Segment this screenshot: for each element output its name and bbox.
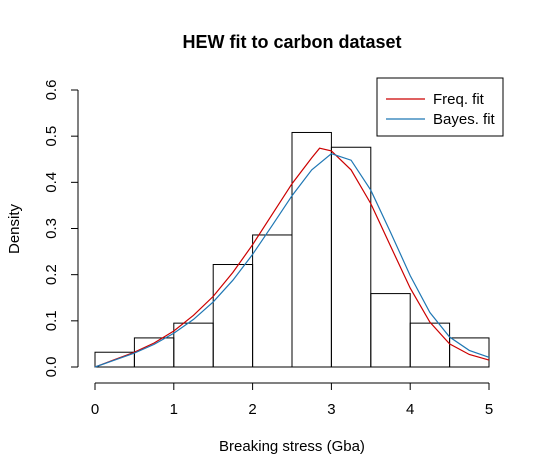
x-tick-label: 3	[327, 401, 335, 418]
y-axis-label: Density	[6, 203, 23, 254]
legend: Freq. fit Bayes. fit	[376, 77, 504, 137]
y-tick-label: 0.5	[43, 126, 60, 147]
y-tick-label: 0.1	[43, 310, 60, 331]
histogram-bar	[291, 131, 332, 368]
x-tick-label: 0	[91, 401, 99, 418]
fit-curve-line	[94, 153, 490, 368]
histogram-bar	[449, 337, 490, 368]
y-tick-label: 0.2	[43, 264, 60, 285]
y-tick-label: 0.0	[43, 357, 60, 378]
legend-label: Freq. fit	[433, 91, 485, 108]
fit-curves	[94, 147, 490, 368]
histogram-bar	[252, 234, 293, 368]
y-tick-label: 0.6	[43, 80, 60, 101]
x-tick-label: 2	[248, 401, 256, 418]
legend-label: Bayes. fit	[433, 111, 496, 128]
x-axis-label: Breaking stress (Gba)	[219, 438, 365, 455]
y-axis: 0.0 0.1 0.2 0.3 0.4 0.5 0.6	[43, 80, 79, 378]
legend-box	[376, 77, 504, 137]
x-axis: 0 1 2 3 4 5	[91, 382, 493, 418]
histogram-bar	[133, 337, 175, 368]
y-tick-label: 0.3	[43, 218, 60, 239]
x-tick-label: 5	[485, 401, 493, 418]
histogram-bars	[94, 131, 490, 368]
y-tick-label: 0.4	[43, 172, 60, 193]
histogram-bar	[330, 146, 372, 368]
x-tick-label: 4	[406, 401, 414, 418]
histogram-bar	[370, 293, 411, 368]
fit-curve-line	[94, 147, 490, 368]
chart-title: HEW fit to carbon dataset	[182, 32, 401, 52]
x-tick-label: 1	[170, 401, 178, 418]
